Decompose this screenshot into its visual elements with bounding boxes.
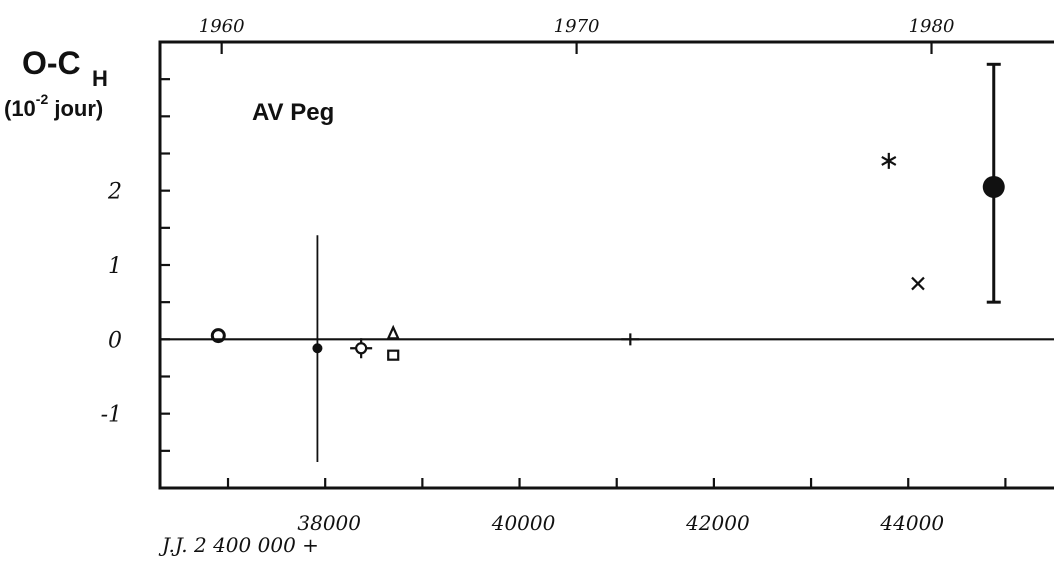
y-tick-label: 0 [108, 328, 122, 353]
y-axis-title: O-C [22, 45, 81, 81]
top-axis-tick-label: 1960 [199, 16, 245, 37]
y-tick-label: -1 [101, 403, 122, 428]
data-point-cross [911, 276, 925, 291]
x-axis-title: J.J. 2 400 000 + [158, 533, 319, 557]
top-axis-tick-label: 1970 [554, 16, 600, 37]
chart-title: AV Peg [252, 99, 334, 126]
top-axis-tick-label: 1980 [909, 16, 955, 37]
y-axis-title-subscript: H [92, 66, 108, 91]
data-point-ticked-circle [355, 342, 368, 355]
data-point-filled-circle [312, 343, 323, 354]
data-point-ticked-circle-ticks [350, 338, 373, 359]
x-tick-label: 40000 [491, 511, 556, 535]
y-axis-unit-exponent: -2 [36, 91, 49, 107]
data-point-plus [621, 333, 640, 346]
plot-layer: -1 0 1 2 38000 40000 42000 44000 1960 1970 1980 [101, 16, 1054, 535]
data-point-filled-circle-large [982, 175, 1005, 198]
y-axis-unit: (10-2 jour) [4, 91, 103, 121]
data-point-square [387, 349, 400, 361]
y-axis-unit-prefix: (10 [4, 96, 36, 121]
y-axis-unit-suffix: jour) [48, 96, 103, 121]
data-point-open-circle [210, 328, 226, 344]
x-tick-label: 42000 [685, 511, 750, 535]
y-tick-label: 1 [108, 254, 122, 279]
data-point-triangle [386, 324, 400, 340]
y-tick-label: 2 [107, 180, 122, 205]
data-point-asterisk [881, 152, 897, 169]
x-tick-label: 38000 [297, 511, 361, 535]
x-tick-label: 44000 [879, 511, 944, 535]
